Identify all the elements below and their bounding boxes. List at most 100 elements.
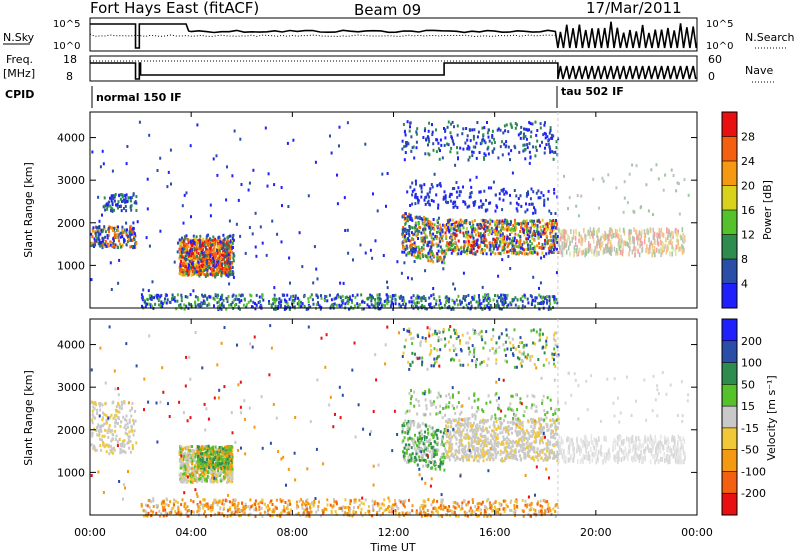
range-gate-cell xyxy=(406,246,409,250)
range-gate-cell xyxy=(548,209,551,213)
range-gate-cell xyxy=(532,275,535,279)
range-gate-cell xyxy=(374,298,377,301)
range-gate-cell xyxy=(487,225,490,229)
range-gate-cell xyxy=(532,247,535,250)
range-gate-cell xyxy=(546,135,549,139)
range-gate-cell xyxy=(482,299,485,303)
range-gate-cell xyxy=(478,294,480,298)
range-gate-cell xyxy=(198,465,201,468)
range-gate-cell xyxy=(227,264,230,268)
range-gate-cell xyxy=(521,243,524,247)
range-gate-cell xyxy=(291,299,294,302)
range-gate-cell xyxy=(411,146,414,150)
range-gate-cell xyxy=(206,252,209,256)
range-gate-cell xyxy=(185,257,188,261)
range-gate-cell xyxy=(120,448,123,452)
range-gate-cell xyxy=(228,282,231,286)
range-gate-cell xyxy=(151,304,153,308)
range-gate-cell xyxy=(416,233,419,236)
range-gate-cell xyxy=(411,243,414,246)
range-gate-cell xyxy=(183,307,186,311)
range-gate-cell xyxy=(125,162,128,166)
range-gate-cell xyxy=(468,195,471,199)
range-gate-cell xyxy=(131,407,133,411)
range-gate-cell xyxy=(536,228,539,232)
range-gate-cell xyxy=(521,295,524,299)
range-gate-cell xyxy=(92,415,95,419)
range-gate-cell xyxy=(181,204,184,208)
range-gate-cell xyxy=(103,226,106,230)
range-gate-cell xyxy=(156,295,159,299)
range-gate-cell xyxy=(536,252,539,256)
range-gate-cell xyxy=(520,221,523,225)
range-gate-cell xyxy=(214,456,217,460)
range-gate-cell xyxy=(413,232,416,236)
range-gate-cell xyxy=(107,226,110,230)
range-gate-cell xyxy=(205,451,208,455)
range-gate-cell xyxy=(207,454,210,458)
range-gate-cell xyxy=(103,196,106,200)
range-gate-cell xyxy=(280,186,283,189)
range-gate-cell xyxy=(198,265,201,269)
range-gate-cell xyxy=(222,452,225,456)
range-gate-cell xyxy=(536,236,539,240)
range-gate-cell xyxy=(641,241,643,247)
range-gate-cell xyxy=(225,475,228,479)
range-gate-cell xyxy=(242,303,245,307)
range-gate-cell xyxy=(351,301,353,304)
range-gate-cell xyxy=(202,299,205,303)
range-gate-cell xyxy=(468,146,471,150)
range-gate-cell xyxy=(149,296,152,300)
range-gate-cell xyxy=(581,236,583,242)
range-gate-cell xyxy=(192,457,195,461)
range-gate-cell xyxy=(547,251,550,255)
range-gate-cell xyxy=(91,409,94,413)
range-gate-cell xyxy=(386,298,389,301)
range-gate-cell xyxy=(544,231,547,234)
range-gate-cell xyxy=(407,142,410,146)
range-gate-cell xyxy=(232,259,235,263)
range-gate-cell xyxy=(437,203,440,207)
range-gate-cell xyxy=(471,240,474,244)
range-gate-cell xyxy=(553,298,556,302)
range-gate-cell xyxy=(119,424,122,428)
range-gate-cell xyxy=(100,448,103,452)
range-gate-cell xyxy=(197,251,200,255)
range-gate-cell xyxy=(635,246,637,252)
range-gate-cell xyxy=(471,128,474,132)
range-gate-cell xyxy=(413,188,416,192)
range-gate-cell xyxy=(501,223,504,227)
range-gate-cell xyxy=(495,226,498,230)
range-gate-cell xyxy=(105,450,108,454)
range-gate-cell xyxy=(228,303,231,307)
range-gate-cell xyxy=(597,235,599,241)
range-gate-cell xyxy=(542,246,545,250)
range-gate-cell xyxy=(415,296,418,300)
range-gate-cell xyxy=(552,228,555,232)
range-gate-cell xyxy=(474,252,477,256)
range-gate-cell xyxy=(195,460,198,464)
range-gate-cell xyxy=(552,226,555,229)
range-gate-cell xyxy=(109,243,112,247)
range-gate-cell xyxy=(115,405,118,409)
range-gate-cell xyxy=(444,128,447,132)
range-gate-cell xyxy=(171,297,173,301)
range-gate-cell xyxy=(129,199,132,203)
range-gate-cell xyxy=(417,254,420,258)
range-gate-cell xyxy=(414,223,417,227)
range-gate-cell xyxy=(201,464,204,468)
range-gate-cell xyxy=(198,254,201,257)
range-gate-cell xyxy=(188,264,190,267)
range-gate-cell xyxy=(189,466,192,470)
range-gate-cell xyxy=(497,230,500,234)
range-gate-cell xyxy=(415,245,418,249)
range-gate-cell xyxy=(184,463,187,466)
range-gate-cell xyxy=(528,161,531,165)
range-gate-cell xyxy=(491,129,494,133)
range-gate-cell xyxy=(513,221,516,225)
range-gate-cell xyxy=(211,269,214,273)
range-gate-cell xyxy=(623,180,626,184)
range-gate-cell xyxy=(591,230,594,236)
range-gate-cell xyxy=(186,249,189,253)
range-gate-cell xyxy=(170,182,172,186)
